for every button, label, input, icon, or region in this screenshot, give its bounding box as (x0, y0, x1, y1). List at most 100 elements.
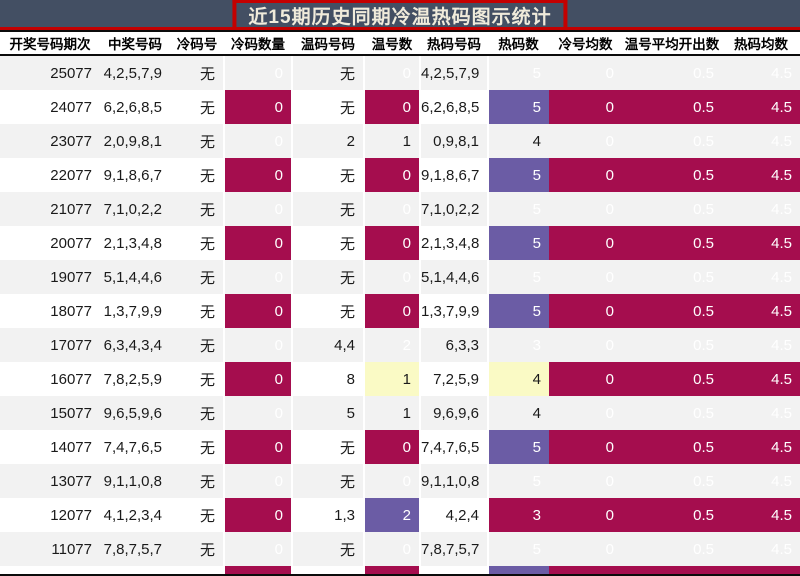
hot-count-cell: 5 (487, 464, 549, 498)
hot-avg-cell: 4.5 (722, 192, 800, 226)
footer-strip-cell (223, 566, 293, 574)
warm-avg-cell: 0.5 (622, 260, 722, 294)
cold-count-cell: 0 (223, 396, 293, 430)
hot-count-cell: 4 (487, 362, 549, 396)
warm-avg-cell: 0.5 (622, 430, 722, 464)
cold-avg-cell: 0 (549, 328, 622, 362)
hot-codes-cell: 7,4,7,6,5 (420, 430, 488, 464)
hot-codes-cell: 7,1,0,2,2 (420, 192, 488, 226)
footer-strip-cell (487, 566, 549, 574)
table-body: 25077 4,2,5,7,9 无 0 无 0 4,2,5,7,9 5 0 0.5 4.5 24077… (0, 55, 800, 574)
hot-count-cell: 5 (487, 294, 549, 328)
hot-avg-cell: 4.5 (722, 362, 800, 396)
warm-avg-cell: 0.5 (622, 192, 722, 226)
footer-strip-cell (100, 566, 170, 574)
table-row: 16077 7,8,2,5,9 无 0 8 1 7,2,5,9 4 0 0.5 4.5 (0, 362, 800, 396)
table-row: 12077 4,1,2,3,4 无 0 1,3 2 4,2,4 3 0 0.5 4.5 (0, 498, 800, 532)
hot-count-cell: 5 (487, 260, 549, 294)
warm-codes-cell: 无 (292, 192, 364, 226)
hot-avg-cell: 4.5 (722, 158, 800, 192)
page-title: 近15期历史同期冷温热码图示统计 (248, 6, 552, 28)
hot-codes-cell: 9,1,1,0,8 (420, 464, 488, 498)
hot-codes-cell: 6,2,6,8,5 (420, 90, 488, 124)
table-row: 13077 9,1,1,0,8 无 0 无 0 9,1,1,0,8 5 0 0.5 4.5 (0, 464, 800, 498)
hot-codes-cell: 7,2,5,9 (420, 362, 488, 396)
warm-codes-cell: 无 (292, 226, 364, 260)
cold-codes-cell: 无 (170, 226, 224, 260)
hot-count-cell: 3 (487, 498, 549, 532)
period-cell: 17077 (0, 328, 100, 362)
warm-count-cell: 2 (363, 328, 421, 362)
hot-avg-cell: 4.5 (722, 532, 800, 566)
cold-codes-cell: 无 (170, 328, 224, 362)
winning-cell: 6,2,6,8,5 (100, 90, 170, 124)
warm-codes-cell: 无 (292, 55, 364, 90)
footer-strip-cell (622, 566, 722, 574)
cold-count-cell: 0 (223, 158, 293, 192)
warm-codes-cell: 8 (292, 362, 364, 396)
warm-count-cell: 0 (363, 532, 421, 566)
title-box: 近15期历史同期冷温热码图示统计 (232, 0, 568, 28)
winning-cell: 7,4,7,6,5 (100, 430, 170, 464)
cold-codes-cell: 无 (170, 498, 224, 532)
cold-codes-cell: 无 (170, 192, 224, 226)
hot-count-cell: 5 (487, 226, 549, 260)
cold-count-cell: 0 (223, 192, 293, 226)
footer-strip-cell (170, 566, 224, 574)
warm-codes-cell: 4,4 (292, 328, 364, 362)
hot-count-cell: 5 (487, 430, 549, 464)
hot-count-cell: 5 (487, 55, 549, 90)
period-cell: 15077 (0, 396, 100, 430)
cold-codes-cell: 无 (170, 464, 224, 498)
hot-count-cell: 5 (487, 192, 549, 226)
winning-cell: 9,1,8,6,7 (100, 158, 170, 192)
warm-avg-cell: 0.5 (622, 464, 722, 498)
hot-codes-cell: 4,2,4 (420, 498, 488, 532)
header-cold-count: 冷码数量 (224, 32, 292, 56)
warm-count-cell: 0 (363, 226, 421, 260)
period-cell: 21077 (0, 192, 100, 226)
cold-codes-cell: 无 (170, 158, 224, 192)
winning-cell: 7,8,7,5,7 (100, 532, 170, 566)
cold-count-cell: 0 (223, 498, 293, 532)
winning-cell: 6,3,4,3,4 (100, 328, 170, 362)
cold-count-cell: 0 (223, 328, 293, 362)
table-row: 15077 9,6,5,9,6 无 0 5 1 9,6,9,6 4 0 0.5 4.5 (0, 396, 800, 430)
hot-avg-cell: 4.5 (722, 430, 800, 464)
cold-avg-cell: 0 (549, 192, 622, 226)
hot-avg-cell: 4.5 (722, 55, 800, 90)
cold-count-cell: 0 (223, 464, 293, 498)
hot-avg-cell: 4.5 (722, 90, 800, 124)
winning-cell: 2,0,9,8,1 (100, 124, 170, 158)
warm-avg-cell: 0.5 (622, 294, 722, 328)
warm-count-cell: 0 (363, 90, 421, 124)
hot-codes-cell: 9,1,8,6,7 (420, 158, 488, 192)
header-hot-avg: 热码均数 (722, 32, 800, 56)
table-row: 22077 9,1,8,6,7 无 0 无 0 9,1,8,6,7 5 0 0.5 4.5 (0, 158, 800, 192)
cold-count-cell: 0 (223, 294, 293, 328)
table-row: 25077 4,2,5,7,9 无 0 无 0 4,2,5,7,9 5 0 0.5 4.5 (0, 55, 800, 90)
winning-cell: 5,1,4,4,6 (100, 260, 170, 294)
cold-avg-cell: 0 (549, 90, 622, 124)
cold-avg-cell: 0 (549, 124, 622, 158)
warm-count-cell: 0 (363, 158, 421, 192)
warm-count-cell: 0 (363, 192, 421, 226)
table-row: 21077 7,1,0,2,2 无 0 无 0 7,1,0,2,2 5 0 0.5 4.5 (0, 192, 800, 226)
cold-codes-cell: 无 (170, 124, 224, 158)
cold-avg-cell: 0 (549, 464, 622, 498)
period-cell: 22077 (0, 158, 100, 192)
hot-avg-cell: 4.5 (722, 396, 800, 430)
footer-strip-cell (420, 566, 488, 574)
warm-count-cell: 1 (363, 362, 421, 396)
winning-cell: 4,2,5,7,9 (100, 55, 170, 90)
footer-strip-cell (292, 566, 364, 574)
cold-avg-cell: 0 (549, 362, 622, 396)
footer-strip-cell (722, 566, 800, 574)
cold-avg-cell: 0 (549, 294, 622, 328)
hot-avg-cell: 4.5 (722, 464, 800, 498)
hot-codes-cell: 5,1,4,4,6 (420, 260, 488, 294)
winning-cell: 7,8,2,5,9 (100, 362, 170, 396)
table-row: 17077 6,3,4,3,4 无 0 4,4 2 6,3,3 3 0 0.5 4.5 (0, 328, 800, 362)
cold-avg-cell: 0 (549, 498, 622, 532)
footer-strip-cell (549, 566, 622, 574)
